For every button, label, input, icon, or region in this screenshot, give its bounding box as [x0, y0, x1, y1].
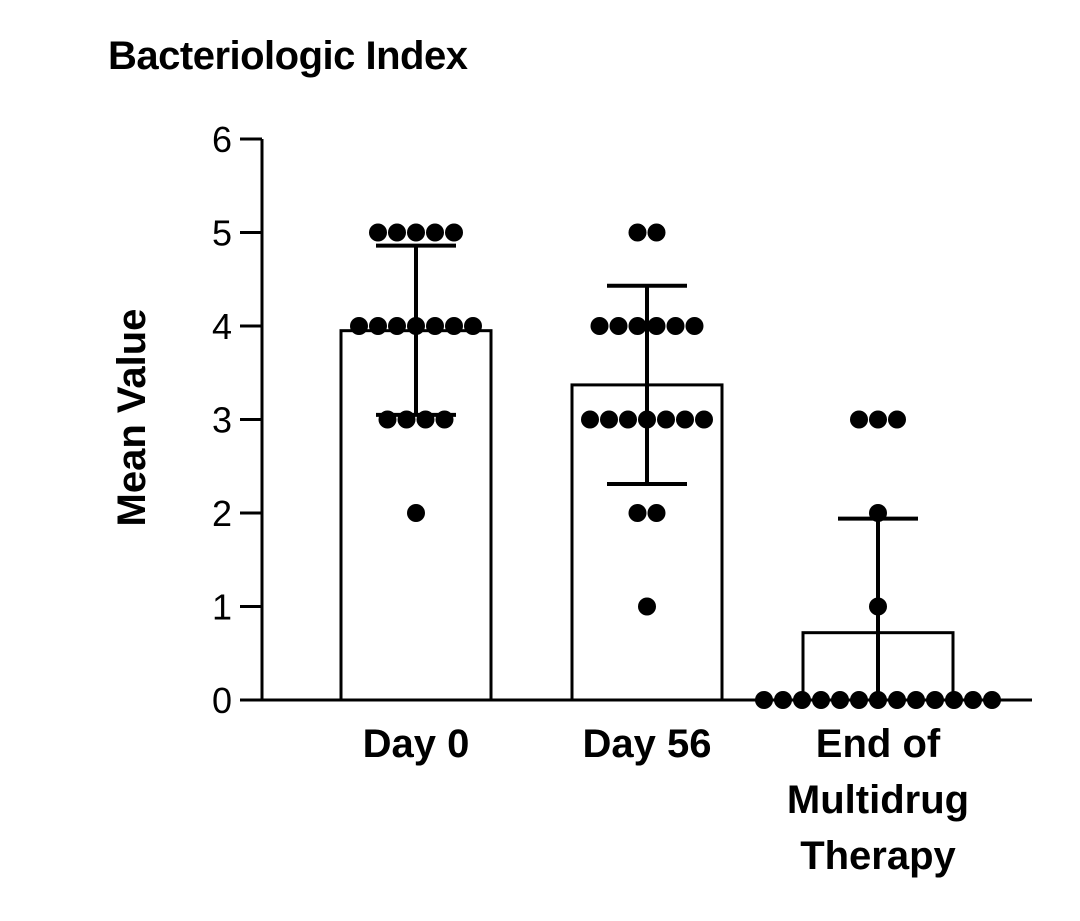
- x-tick-label-line: Day 0: [363, 722, 470, 766]
- data-point: [647, 223, 666, 242]
- data-point: [397, 410, 416, 429]
- data-point: [435, 410, 454, 429]
- data-point: [793, 691, 811, 709]
- data-point: [369, 223, 387, 242]
- data-point: [926, 691, 944, 709]
- data-point: [416, 410, 435, 429]
- x-tick-label: End of Multidrug Therapy: [787, 722, 969, 878]
- data-point: [869, 597, 887, 616]
- data-point: [647, 317, 666, 335]
- data-point: [964, 691, 982, 709]
- data-point: [869, 410, 887, 429]
- data-point: [464, 317, 482, 335]
- data-point: [581, 410, 599, 429]
- data-point: [983, 691, 1001, 709]
- data-point: [426, 223, 444, 242]
- chart-title: Bacteriologic Index: [108, 34, 468, 78]
- data-point: [755, 691, 773, 709]
- data-point: [850, 691, 868, 709]
- data-point: [945, 691, 963, 709]
- data-point: [407, 317, 425, 335]
- y-tick-label: 4: [212, 306, 232, 347]
- data-point: [609, 317, 628, 335]
- data-point: [676, 410, 694, 429]
- data-point: [407, 504, 425, 522]
- data-point: [647, 504, 666, 522]
- y-axis-label: Mean Value: [110, 309, 154, 527]
- x-tick-label: Day 56: [583, 722, 712, 766]
- data-point: [850, 410, 868, 429]
- data-point: [590, 317, 609, 335]
- y-tick-label: 6: [212, 119, 232, 160]
- data-point: [628, 223, 647, 242]
- data-point: [350, 317, 368, 335]
- data-point: [869, 691, 887, 709]
- y-tick-label: 5: [212, 213, 232, 254]
- x-tick-label-line: End of: [816, 722, 941, 766]
- data-point: [695, 410, 713, 429]
- data-point: [869, 504, 887, 522]
- data-point: [628, 317, 647, 335]
- y-tick-label: 2: [212, 493, 232, 534]
- x-tick-label: Day 0: [363, 722, 470, 766]
- y-tick-label: 1: [212, 587, 232, 628]
- data-point: [685, 317, 704, 335]
- data-point: [369, 317, 387, 335]
- data-point: [445, 317, 463, 335]
- y-tick-label: 0: [212, 680, 232, 721]
- data-point: [812, 691, 830, 709]
- data-point: [907, 691, 925, 709]
- data-point: [638, 597, 656, 616]
- data-point: [888, 410, 906, 429]
- data-point: [426, 317, 444, 335]
- y-tick-label: 3: [212, 400, 232, 441]
- data-point: [628, 504, 647, 522]
- data-point: [388, 223, 406, 242]
- data-point: [888, 691, 906, 709]
- data-point: [831, 691, 849, 709]
- data-point: [666, 317, 685, 335]
- data-point: [378, 410, 397, 429]
- data-point: [774, 691, 792, 709]
- x-tick-label-line: Therapy: [800, 834, 956, 878]
- data-point: [388, 317, 406, 335]
- data-point: [407, 223, 425, 242]
- data-point: [619, 410, 637, 429]
- x-tick-label-line: Day 56: [583, 722, 712, 766]
- x-tick-label-line: Multidrug: [787, 778, 969, 822]
- data-point: [638, 410, 656, 429]
- data-point: [445, 223, 463, 242]
- data-point: [657, 410, 675, 429]
- data-point: [600, 410, 618, 429]
